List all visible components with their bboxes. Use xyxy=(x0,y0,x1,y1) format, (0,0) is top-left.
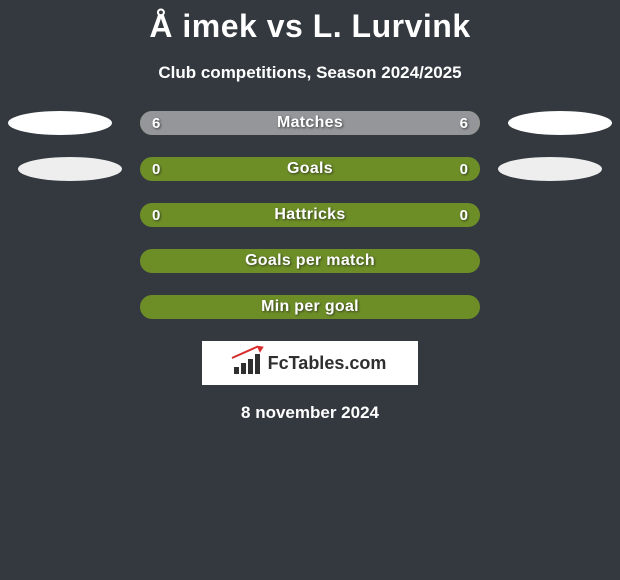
stat-row: Min per goal xyxy=(0,295,620,319)
logo-text: FcTables.com xyxy=(268,353,387,374)
stat-label: Min per goal xyxy=(261,298,359,316)
stat-value-right: 6 xyxy=(460,115,468,132)
stat-value-right: 0 xyxy=(460,207,468,224)
chart-icon xyxy=(234,352,262,374)
stat-label: Goals xyxy=(287,160,333,178)
logo-badge: FcTables.com xyxy=(202,341,418,385)
ellipse-icon xyxy=(508,111,612,135)
stat-bar: 6 Matches 6 xyxy=(140,111,480,135)
ellipse-icon xyxy=(8,111,112,135)
footer-date: 8 november 2024 xyxy=(0,403,620,423)
stat-bar: Goals per match xyxy=(140,249,480,273)
page-title: Å imek vs L. Lurvink xyxy=(0,8,620,45)
stat-row: 6 Matches 6 xyxy=(0,111,620,135)
stat-value-left: 6 xyxy=(152,115,160,132)
stat-label: Goals per match xyxy=(245,252,375,270)
stats-panel: Å imek vs L. Lurvink Club competitions, … xyxy=(0,0,620,423)
page-subtitle: Club competitions, Season 2024/2025 xyxy=(0,63,620,83)
stat-rows: 6 Matches 6 0 Goals 0 0 Hattricks 0 xyxy=(0,111,620,319)
stat-row: 0 Goals 0 xyxy=(0,157,620,181)
logo-inner: FcTables.com xyxy=(234,352,387,374)
stat-bar: Min per goal xyxy=(140,295,480,319)
stat-bar: 0 Goals 0 xyxy=(140,157,480,181)
stat-label: Hattricks xyxy=(274,206,345,224)
stat-label: Matches xyxy=(277,114,343,132)
stat-bar: 0 Hattricks 0 xyxy=(140,203,480,227)
stat-value-right: 0 xyxy=(460,161,468,178)
ellipse-icon xyxy=(498,157,602,181)
stat-value-left: 0 xyxy=(152,161,160,178)
stat-value-left: 0 xyxy=(152,207,160,224)
ellipse-icon xyxy=(18,157,122,181)
stat-row: 0 Hattricks 0 xyxy=(0,203,620,227)
stat-row: Goals per match xyxy=(0,249,620,273)
